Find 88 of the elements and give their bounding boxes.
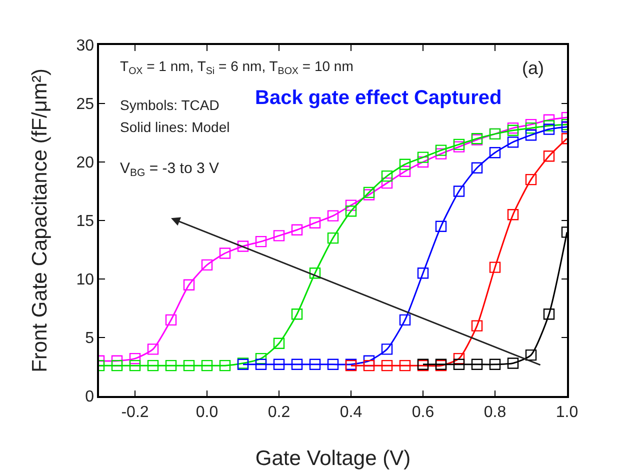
point bbox=[543, 150, 555, 162]
x-axis-title: Gate Voltage (V) bbox=[255, 447, 411, 470]
y-tick-label: 15 bbox=[76, 213, 94, 230]
point bbox=[273, 338, 285, 349]
point bbox=[273, 230, 285, 242]
x-tick-label: 0.8 bbox=[484, 404, 506, 421]
x-tick-label: 0.4 bbox=[340, 404, 362, 421]
point bbox=[525, 349, 537, 361]
point bbox=[471, 162, 483, 174]
point bbox=[255, 352, 267, 364]
point bbox=[435, 220, 447, 232]
point bbox=[237, 240, 249, 252]
point bbox=[345, 200, 357, 211]
point bbox=[471, 320, 483, 332]
point bbox=[291, 308, 303, 320]
y-tick-label: 30 bbox=[76, 38, 94, 55]
point bbox=[309, 217, 321, 228]
point bbox=[381, 170, 393, 182]
point bbox=[255, 236, 267, 248]
point bbox=[399, 166, 411, 177]
y-tick-label: 20 bbox=[76, 154, 94, 172]
point bbox=[183, 360, 195, 372]
annotation: V$_{BG}$ = -3 to 3 V bbox=[120, 160, 219, 180]
point bbox=[327, 358, 339, 370]
point bbox=[489, 262, 501, 273]
y-tick-label: 0 bbox=[85, 388, 94, 406]
point bbox=[435, 144, 447, 156]
point bbox=[417, 152, 429, 163]
point bbox=[255, 358, 267, 370]
point bbox=[327, 232, 339, 244]
point bbox=[507, 209, 519, 220]
point bbox=[129, 352, 141, 364]
y-axis-title: Front Gate Capacitance (fF/μm²) bbox=[28, 68, 52, 372]
point bbox=[399, 314, 411, 326]
point bbox=[543, 124, 555, 135]
point bbox=[147, 344, 159, 355]
point bbox=[363, 360, 375, 372]
point bbox=[525, 122, 537, 134]
point bbox=[525, 174, 537, 186]
point bbox=[507, 136, 519, 148]
point bbox=[363, 186, 375, 198]
annotation: Symbols: TCAD bbox=[120, 97, 220, 113]
point bbox=[273, 358, 285, 370]
point bbox=[471, 358, 483, 370]
point bbox=[219, 360, 231, 372]
point bbox=[129, 360, 141, 372]
point bbox=[507, 124, 519, 136]
point bbox=[489, 147, 501, 158]
point bbox=[111, 360, 123, 372]
point bbox=[219, 248, 231, 259]
point bbox=[345, 206, 357, 217]
annotation: (a) bbox=[522, 58, 544, 78]
point bbox=[327, 210, 339, 222]
point bbox=[399, 360, 411, 372]
point bbox=[291, 358, 303, 370]
point bbox=[525, 129, 537, 141]
annotation: Solid lines: Model bbox=[120, 119, 230, 135]
point bbox=[309, 358, 321, 370]
x-tick-label: 0.6 bbox=[412, 404, 434, 421]
point bbox=[543, 308, 555, 320]
point bbox=[453, 352, 465, 364]
point bbox=[183, 279, 195, 290]
annotation: Back gate effect Captured bbox=[255, 87, 502, 109]
point bbox=[165, 314, 177, 326]
point bbox=[201, 259, 213, 271]
x-tick-label: 0.2 bbox=[268, 404, 290, 421]
x-tick-label: 1.0 bbox=[556, 404, 578, 421]
point bbox=[453, 358, 465, 370]
point bbox=[201, 360, 213, 372]
point bbox=[291, 224, 303, 236]
point bbox=[381, 360, 393, 372]
y-tick-label: 25 bbox=[76, 96, 94, 114]
point bbox=[417, 268, 429, 279]
point bbox=[147, 360, 159, 372]
point bbox=[453, 186, 465, 197]
point bbox=[381, 177, 393, 189]
point bbox=[165, 360, 177, 372]
annotation: T$_{OX}$ = 1 nm, T$_{Si}$ = 6 nm, T$_{BOX}$ = 10 nm bbox=[120, 58, 354, 77]
y-tick-label: 5 bbox=[85, 330, 94, 348]
point bbox=[381, 344, 393, 355]
point bbox=[489, 358, 501, 370]
point bbox=[309, 268, 321, 279]
y-tick-label: 10 bbox=[76, 272, 94, 289]
point bbox=[507, 358, 519, 369]
point bbox=[399, 158, 411, 170]
x-tick-label: 0.0 bbox=[196, 404, 218, 421]
x-tick-label: -0.2 bbox=[121, 404, 149, 421]
point bbox=[453, 138, 465, 150]
